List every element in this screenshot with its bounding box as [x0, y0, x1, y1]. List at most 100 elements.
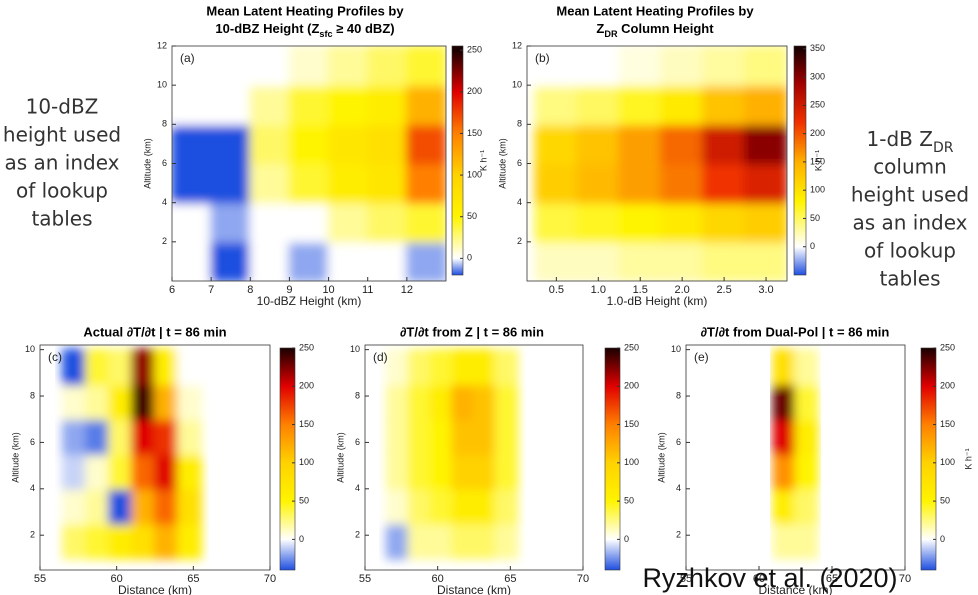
heatmap-cell [154, 453, 179, 490]
heatmap-cell [473, 487, 497, 525]
heatmap-cell [327, 123, 369, 165]
heatmap-cell [407, 348, 432, 386]
heatmap [772, 348, 819, 560]
heatmap-cell [366, 84, 408, 126]
colorbar [279, 347, 296, 571]
heatmap [62, 348, 202, 560]
heatmap-cell [494, 487, 519, 525]
heatmap-cell [576, 123, 621, 165]
heatmap-cell [702, 123, 747, 165]
x-tick-label: 11 [362, 284, 373, 296]
heatmap-cell [327, 46, 369, 87]
y-tick-label: 6 [676, 437, 681, 447]
heatmap-cell [702, 201, 747, 243]
panel-label: (e) [694, 350, 709, 364]
heatmap-cell [429, 453, 454, 490]
x-tick-label: 6 [169, 284, 175, 296]
colorbar-tick-label: 100 [624, 457, 639, 467]
x-tick-label: 65 [504, 573, 516, 585]
heatmap-cell [794, 453, 819, 490]
side-note: height used [851, 183, 969, 207]
heatmap-cell [177, 348, 202, 386]
x-tick-label: 55 [359, 573, 371, 585]
heatmap-cell [702, 162, 747, 204]
heatmap-cell [177, 418, 202, 456]
heatmap-cell [429, 522, 454, 560]
y-axis-label: Altitude (km) [335, 432, 345, 483]
y-tick-label: 12 [512, 40, 522, 50]
side-note: tables [879, 267, 940, 291]
y-axis-label: Altitude (km) [656, 432, 666, 483]
y-tick-label: 6 [30, 437, 35, 447]
x-tick-label: 1.0 [591, 284, 606, 296]
colorbar-tick-label: 100 [299, 457, 314, 467]
chart-title: 10-dBZ Height (Zsfc ≥ 40 dBZ) [215, 21, 394, 39]
heatmap-cell [794, 383, 819, 421]
heatmap-cell [576, 201, 621, 243]
colorbar-tick-label: 200 [940, 381, 955, 391]
heatmap-cell [744, 201, 787, 243]
colorbar-tick-label: 250 [467, 45, 482, 55]
heatmap-cell [407, 487, 432, 525]
heatmap-cell [794, 348, 819, 386]
heatmap-cells [385, 348, 519, 560]
heatmap-cell [429, 348, 454, 386]
x-tick-label: 55 [680, 573, 692, 585]
colorbar-tick-label: 0 [299, 534, 304, 544]
heatmap-cell [385, 348, 410, 386]
x-axis-label: Distance (km) [118, 583, 192, 595]
y-tick-label: 8 [30, 390, 35, 400]
heatmap-cell [131, 383, 156, 421]
heatmap-cell [772, 418, 797, 456]
heatmap-cell [660, 123, 705, 165]
side-note-subscript: DR [933, 140, 954, 156]
heatmap-cell [249, 46, 291, 87]
colorbar-label: K h⁻¹ [478, 150, 488, 171]
heatmap-cell [744, 84, 787, 126]
colorbar-tick-label: 150 [467, 128, 482, 138]
heatmap-cell [108, 487, 133, 525]
colorbar-tick-label: 350 [810, 43, 825, 53]
heatmap-cell [702, 84, 747, 126]
colorbar-tick-label: 300 [810, 71, 825, 81]
heatmap-cell [288, 201, 330, 243]
heatmap-cell [407, 383, 432, 421]
heatmap-cell [618, 162, 663, 204]
y-tick-label: 2 [162, 236, 167, 246]
heatmap-cell [288, 46, 330, 87]
y-tick-label: 12 [157, 40, 167, 50]
heatmap-cell [744, 240, 787, 281]
x-tick-label: 2.0 [675, 284, 690, 296]
heatmap-cell [154, 418, 179, 456]
heatmap-cell [62, 348, 87, 386]
colorbar-tick-label: 250 [940, 342, 955, 352]
y-tick-label: 10 [350, 344, 360, 354]
y-tick-label: 10 [157, 80, 167, 90]
x-tick-label: 8 [247, 284, 253, 296]
heatmap-cell [494, 348, 519, 386]
chart-title: Mean Latent Heating Profiles by [206, 3, 404, 18]
x-tick-label: 7 [208, 284, 214, 296]
x-tick-label: 60 [432, 573, 444, 585]
chart-title-part: 10-dBZ Height (Z [215, 21, 319, 36]
side-note: 10-dBZ [26, 95, 99, 119]
heatmap-cell [794, 487, 819, 525]
x-tick-label: 2.5 [716, 284, 731, 296]
heatmap-cell [473, 522, 497, 560]
heatmap-cell [85, 418, 110, 456]
y-tick-label: 2 [517, 236, 522, 246]
x-tick-label: 0.5 [549, 284, 564, 296]
heatmap-cell [131, 348, 156, 386]
heatmap-cell [405, 201, 446, 243]
heatmap-cell [249, 123, 291, 165]
x-tick-label: 9 [286, 284, 292, 296]
colorbar-tick-label: 50 [624, 495, 634, 505]
heatmap-cell [249, 240, 291, 281]
colorbar-tick-label: 50 [810, 213, 820, 223]
plot-frame [39, 344, 271, 571]
chart-title-subscript: DR [604, 29, 618, 39]
heatmap-cell [772, 383, 797, 421]
heatmap-cell [576, 46, 621, 87]
